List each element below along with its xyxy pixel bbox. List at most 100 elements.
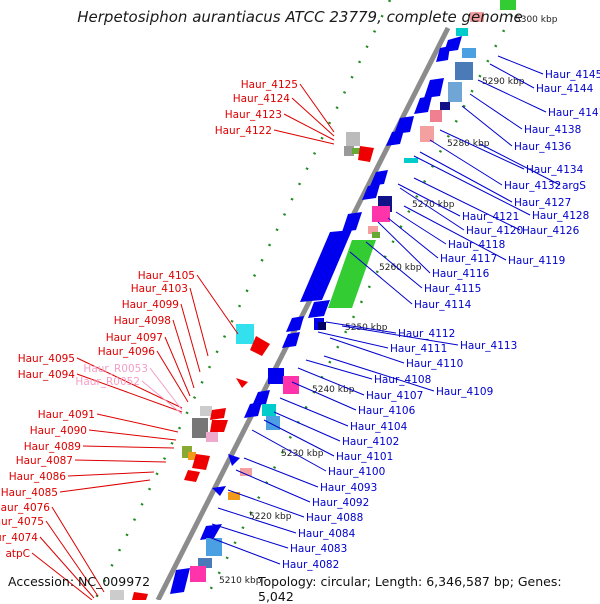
tick-label: 5290 kbp <box>482 77 525 87</box>
leader-line <box>399 187 465 231</box>
leader-line <box>297 367 365 396</box>
gene-arrow <box>370 170 388 186</box>
gene-block <box>455 62 473 80</box>
gene-block <box>266 416 280 430</box>
gene-label: Haur_4120 <box>466 225 523 237</box>
accession-text: Accession: NC_009972 <box>8 574 151 589</box>
gene-block <box>372 206 390 222</box>
leader-line <box>329 337 405 364</box>
leader-line <box>227 489 305 518</box>
gene-label: Haur_4097 <box>106 332 163 344</box>
tick-label: 5230 kbp <box>281 449 324 459</box>
gene-label: Haur_4088 <box>306 512 363 524</box>
gene-label: Haur_4089 <box>24 441 81 453</box>
gene-label: Haur_4098 <box>114 315 171 327</box>
gene-label: Haur_4104 <box>350 421 408 433</box>
leader-line <box>397 183 461 217</box>
gene-label: Haur_R0052 <box>75 376 140 388</box>
leader-line <box>365 241 423 289</box>
gene-block <box>500 0 516 10</box>
leader-line <box>387 217 439 259</box>
leader-line <box>377 221 431 274</box>
gene-label: Haur_4087 <box>16 455 73 467</box>
gene-block <box>283 376 299 394</box>
gene-label: Haur_4108 <box>374 374 431 386</box>
gene-label: Haur_4126 <box>522 225 580 237</box>
gene-arrow <box>132 592 148 600</box>
gene-block <box>470 12 484 22</box>
gene-arrow <box>170 568 190 594</box>
gene-label: Haur_4083 <box>290 543 347 555</box>
gene-arrow <box>308 300 330 318</box>
leader-line <box>323 355 435 392</box>
gene-block <box>206 432 218 442</box>
leader-line <box>439 129 525 170</box>
leader-line <box>189 287 209 357</box>
gene-arrow <box>210 408 226 420</box>
leader-line <box>235 469 311 503</box>
gene-label: Haur_4111 <box>390 343 447 355</box>
gene-label: Haur_4093 <box>320 482 377 494</box>
gene-block <box>262 404 276 416</box>
gene-label: Haur_4141 <box>548 107 600 119</box>
tick-label: 5210 kbp <box>219 576 262 586</box>
gene-arrow-large <box>300 230 352 302</box>
gene-block <box>404 158 418 163</box>
gene-block <box>240 468 252 476</box>
leader-line <box>88 429 177 441</box>
tick-label: 5280 kbp <box>447 139 490 149</box>
gene-arrow <box>358 146 374 162</box>
gene-arrow <box>210 420 228 432</box>
leader-line <box>76 373 183 413</box>
gene-arrow <box>362 184 380 200</box>
gene-arrow <box>414 96 432 114</box>
gene-label: Haur_4106 <box>358 405 416 417</box>
leader-line <box>74 459 167 463</box>
leader-line <box>477 79 547 113</box>
leader-line <box>413 155 531 216</box>
gene-label: Haur_4086 <box>9 471 67 483</box>
gene-block <box>192 418 208 438</box>
gene-arrow <box>252 390 270 406</box>
gene-block <box>236 324 254 344</box>
leader-line <box>413 177 521 231</box>
gene-label: Haur_4095 <box>18 353 75 365</box>
gene-label: Haur_4102 <box>342 436 399 448</box>
gene-label: Haur_4094 <box>18 369 76 381</box>
gene-label: Haur_4109 <box>436 386 493 398</box>
gene-block <box>344 146 354 156</box>
gene-label: Haur_4099 <box>122 299 179 311</box>
gene-label: Haur_4110 <box>406 358 463 370</box>
gene-arrow <box>250 336 270 356</box>
leader-line <box>325 321 397 334</box>
gene-label: Haur_4101 <box>336 451 393 463</box>
gene-block <box>352 148 360 154</box>
gene-block <box>190 566 206 582</box>
leader-line <box>273 129 335 145</box>
gene-label: Haur_R0053 <box>83 363 148 375</box>
gene-label: Haur_4128 <box>532 210 589 222</box>
gene-block <box>440 102 450 110</box>
gene-arrow <box>228 454 240 466</box>
leader-line <box>243 457 319 488</box>
gene-block <box>368 226 378 234</box>
leader-line <box>82 445 175 449</box>
gene-arrow <box>282 332 300 348</box>
gene-block <box>198 558 212 568</box>
gene-label: Haur_4096 <box>98 346 156 358</box>
gene-label: Haur_4136 <box>514 141 572 153</box>
gene-label: Haur_4121 <box>462 211 519 223</box>
gene-label: Haur_4134 <box>526 164 584 176</box>
gene-label: Haur_4116 <box>432 268 490 280</box>
leader-line <box>283 113 335 141</box>
gene-label: Haur_4119 <box>508 255 565 267</box>
gene-label: Haur_4082 <box>282 559 339 571</box>
gene-label: Haur_4144 <box>536 83 594 95</box>
leader-line <box>31 552 93 600</box>
gene-arrow-large-green <box>328 240 376 308</box>
gene-block <box>182 446 192 458</box>
gene-label: Haur_4124 <box>233 93 291 105</box>
gene-arrow <box>436 46 450 62</box>
leader-line <box>39 536 95 599</box>
